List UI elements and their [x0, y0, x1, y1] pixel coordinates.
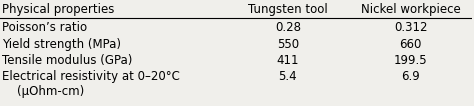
- Text: Nickel workpiece: Nickel workpiece: [361, 3, 460, 16]
- Text: 411: 411: [277, 54, 299, 67]
- Text: 199.5: 199.5: [394, 54, 428, 67]
- Text: Tensile modulus (GPa): Tensile modulus (GPa): [2, 54, 133, 67]
- Text: 5.4: 5.4: [279, 70, 297, 83]
- Text: Physical properties: Physical properties: [2, 3, 115, 16]
- Text: Yield strength (MPa): Yield strength (MPa): [2, 38, 121, 51]
- Text: 660: 660: [400, 38, 422, 51]
- Text: Tungsten tool: Tungsten tool: [248, 3, 328, 16]
- Text: 550: 550: [277, 38, 299, 51]
- Text: 0.312: 0.312: [394, 21, 427, 34]
- Text: 0.28: 0.28: [275, 21, 301, 34]
- Text: 6.9: 6.9: [401, 70, 420, 83]
- Text: Electrical resistivity at 0–20°C
    (μOhm-cm): Electrical resistivity at 0–20°C (μOhm-c…: [2, 70, 180, 98]
- Text: Poisson’s ratio: Poisson’s ratio: [2, 21, 88, 34]
